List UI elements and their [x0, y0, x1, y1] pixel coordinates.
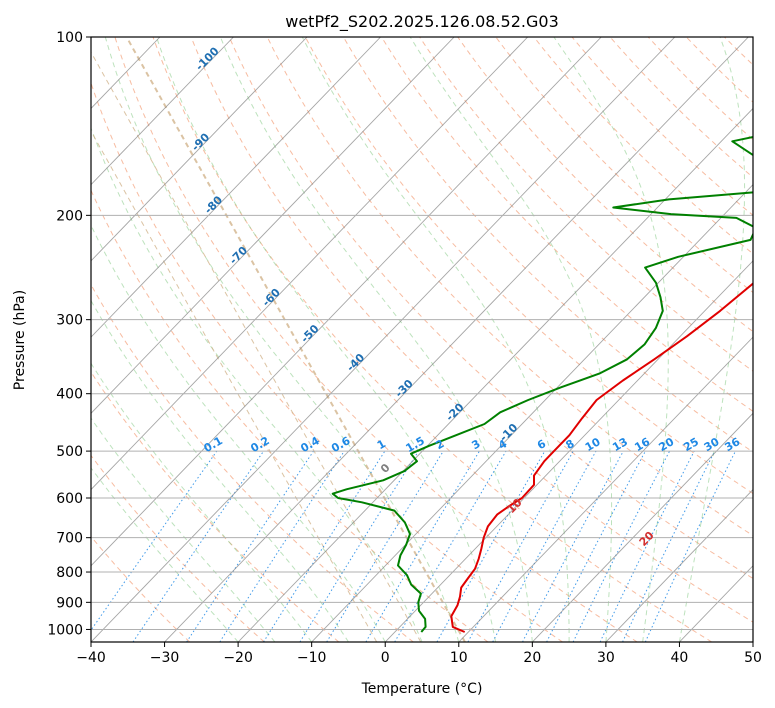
moist-adiabat [91, 417, 276, 642]
isotherm-line [91, 37, 381, 338]
y-tick-label: 300 [56, 313, 83, 329]
isotherm-line [91, 37, 234, 186]
dry-adiabat [381, 37, 753, 412]
moist-adiabat [409, 37, 613, 642]
moist-adiabat [91, 299, 349, 642]
y-tick-label: 700 [56, 531, 83, 547]
y-tick-label: 900 [56, 595, 83, 611]
dry-adiabat [304, 37, 753, 495]
x-tick-label: −20 [223, 650, 253, 666]
moist-adiabat [301, 37, 570, 642]
y-tick-label: 100 [56, 30, 83, 46]
saturation-curve [91, 130, 378, 642]
background-lines [91, 37, 753, 642]
y-tick-label: 400 [56, 387, 83, 403]
temperature-profile-line [450, 282, 753, 633]
x-tick-label: 0 [381, 650, 390, 666]
isotherm-line [532, 412, 753, 642]
profile-lines [331, 135, 753, 633]
isotherm-line [605, 488, 753, 642]
x-tick-label: −10 [297, 650, 327, 666]
plot-frame [90, 36, 754, 643]
x-tick-label: 30 [597, 650, 615, 666]
mixing-ratio-line [91, 450, 218, 632]
isotherm-line [237, 107, 753, 642]
isotherm-line [458, 336, 753, 642]
moist-adiabat [553, 37, 669, 642]
moist-adiabat [678, 37, 746, 642]
mixing-ratio-line [263, 450, 386, 642]
y-tick-label: 800 [56, 565, 83, 581]
dry-adiabat [91, 189, 489, 642]
x-tick-label: −30 [150, 650, 180, 666]
isotherm-line [164, 37, 749, 642]
dry-adiabat [152, 37, 713, 642]
dry-adiabat [190, 37, 753, 623]
axes: −40 −30 −20 −10 0 10 20 30 40 50 1000 900 800 700 600 5… [47, 30, 762, 666]
moist-adiabat [156, 37, 497, 642]
y-tick-label: 600 [56, 491, 83, 507]
mixing-ratio-line [599, 450, 695, 642]
isotherm-line [311, 184, 753, 642]
y-tick-label: 1000 [47, 622, 83, 638]
moist-adiabat [91, 467, 239, 642]
dry-adiabat [91, 283, 414, 642]
mixing-ratio-line [219, 450, 345, 642]
dry-adiabat [91, 371, 340, 642]
dewpoint-profile-line [331, 135, 753, 633]
x-tick-label: 10 [450, 650, 468, 666]
mixing-ratio-line [186, 450, 314, 642]
isotherm-line [91, 37, 529, 491]
dry-adiabat [114, 37, 638, 642]
saturation-curve [91, 51, 422, 642]
x-tick-label: 50 [744, 650, 762, 666]
x-axis-title: Temperature (°C) [361, 681, 483, 697]
mixing-ratio-line [572, 450, 671, 642]
dry-adiabat [228, 37, 753, 580]
chart-title: wetPf2_S202.2025.126.08.52.G03 [285, 12, 559, 32]
x-tick-label: 20 [523, 650, 541, 666]
y-tick-label: 500 [56, 444, 83, 460]
y-tick-label: 200 [56, 208, 83, 224]
isotherm-line [91, 37, 455, 414]
x-tick-label: 40 [671, 650, 689, 666]
dry-adiabat [495, 37, 753, 294]
x-tick-label: −40 [76, 650, 106, 666]
mixing-ratio-line [467, 450, 574, 642]
dry-adiabat [91, 81, 563, 642]
mixing-ratio-line [436, 450, 546, 642]
saturation-curve [125, 37, 466, 642]
isotherm-line [91, 37, 676, 642]
mixing-ratio-line [326, 450, 444, 642]
isotherm-line [91, 37, 308, 262]
moist-adiabat [104, 37, 460, 642]
moist-adiabat [91, 224, 386, 642]
mixing-ratio-line [132, 450, 265, 642]
y-axis-title: Pressure (hPa) [12, 290, 28, 390]
moist-adiabat [91, 362, 313, 642]
moist-adiabat [91, 126, 423, 642]
pressure-gridlines [91, 37, 753, 630]
isotherm-line [91, 37, 602, 567]
